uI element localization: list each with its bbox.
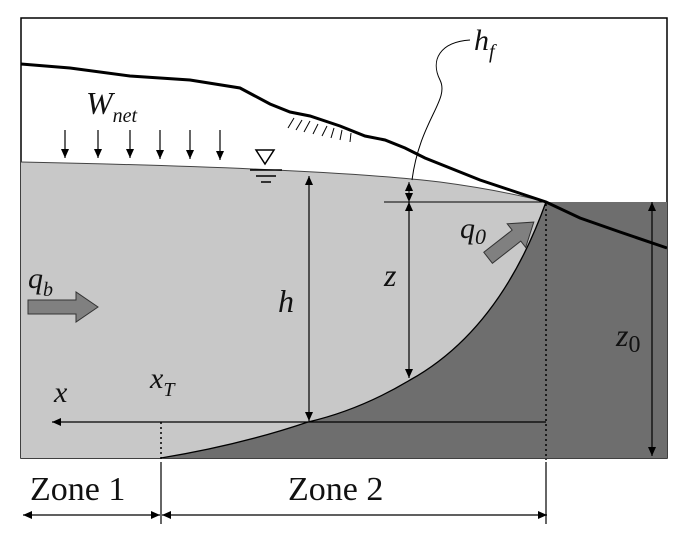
z0-label: z0 xyxy=(615,317,640,358)
grass-hatch-icon xyxy=(287,117,352,143)
recharge-label: Wnet xyxy=(86,85,138,127)
hf-label: hf xyxy=(474,24,497,63)
outflow-arrow xyxy=(483,221,535,264)
x-label: x xyxy=(53,376,68,409)
h-label: h xyxy=(278,283,294,319)
q0-label: q0 xyxy=(460,212,486,249)
ground-surface-line xyxy=(20,62,668,250)
xt-label: xT xyxy=(149,362,176,401)
saltwater-region xyxy=(161,202,667,458)
water-table-line xyxy=(20,161,547,203)
interface-line xyxy=(160,201,547,459)
freshwater-region xyxy=(21,162,546,458)
inverted-triangle-icon xyxy=(250,149,282,183)
inflow-arrow xyxy=(27,291,99,323)
down-arrow-icon xyxy=(61,130,224,160)
qb-label: qb xyxy=(28,262,53,301)
hf-leader-line xyxy=(411,39,471,181)
zone2-label: Zone 2 xyxy=(288,471,383,508)
zone1-label: Zone 1 xyxy=(30,471,125,508)
z-label: z xyxy=(383,257,397,293)
